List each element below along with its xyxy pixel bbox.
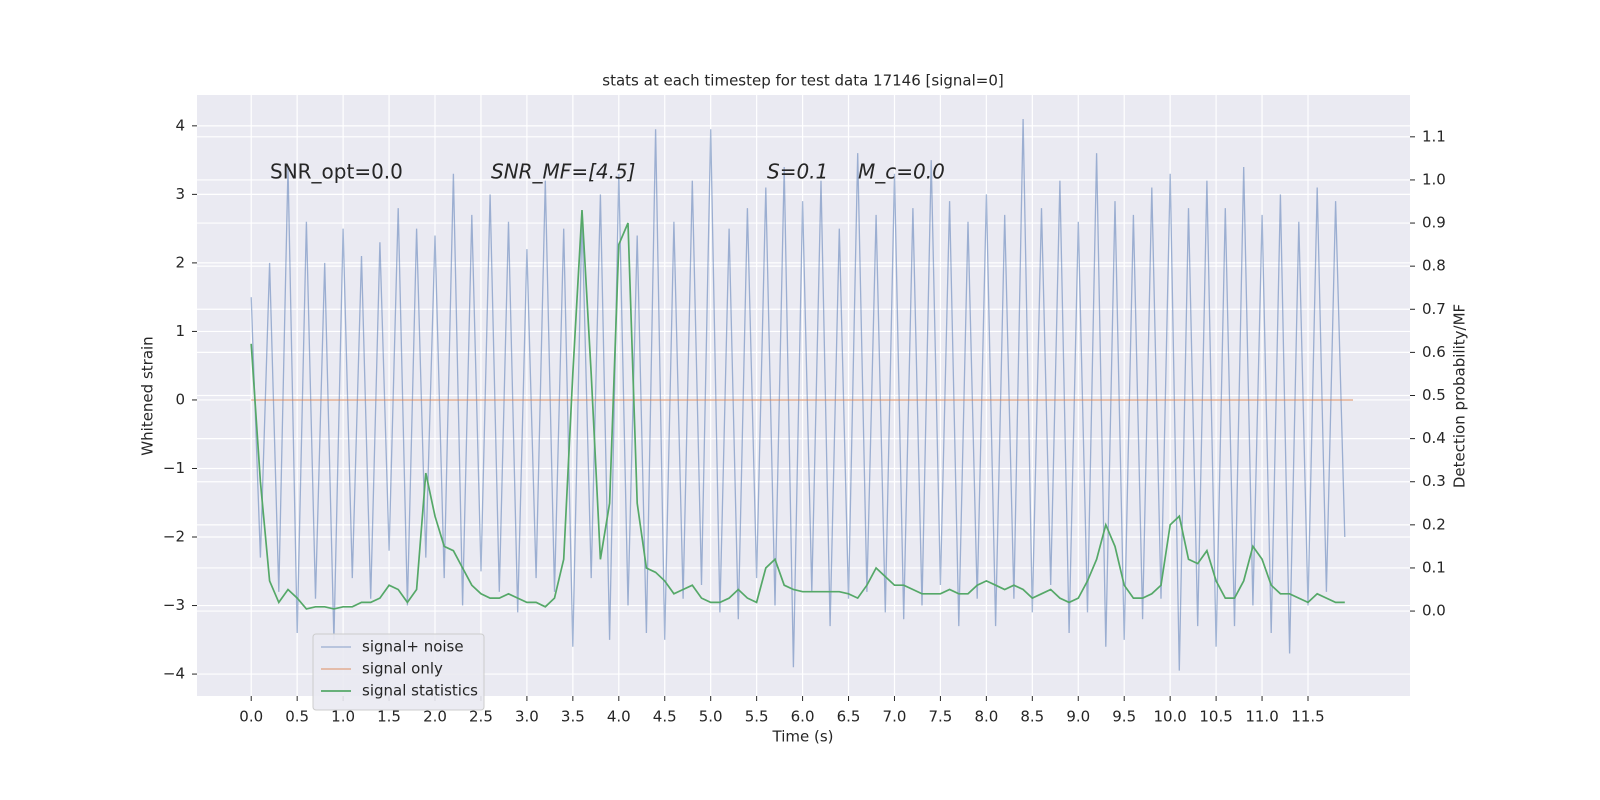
legend-label: signal only	[362, 660, 443, 678]
x-tick-label: 8.5	[1020, 708, 1044, 726]
y2-tick-label: 0.4	[1422, 429, 1446, 447]
x-tick-label: 9.0	[1066, 708, 1090, 726]
x-tick-label: 2.0	[423, 708, 447, 726]
series-line	[250, 210, 1345, 610]
annotation: M_c=0.0	[858, 160, 945, 184]
x-tick-label: 1.5	[377, 708, 401, 726]
x-tick-label: 10.0	[1153, 708, 1186, 726]
y2-tick-label: 0.3	[1422, 472, 1446, 490]
x-tick-label: 3.0	[515, 708, 539, 726]
y-tick-label: 1	[175, 322, 185, 340]
x-tick-label: 8.0	[974, 708, 998, 726]
y-tick-label: −2	[163, 528, 185, 546]
x-tick-label: 11.5	[1291, 708, 1324, 726]
y-tick-label: −4	[163, 665, 185, 683]
x-tick-label: 7.5	[928, 708, 952, 726]
marks	[250, 118, 1353, 671]
x-tick-label: 6.5	[837, 708, 861, 726]
series-line	[250, 118, 1346, 671]
y2-tick-label: 0.5	[1422, 386, 1446, 404]
y-tick-label: 4	[175, 116, 185, 134]
y2-tick-label: 0.1	[1422, 558, 1446, 576]
x-tick-label: 2.5	[469, 708, 493, 726]
y2-tick-label: 1.1	[1422, 127, 1446, 145]
y2-tick-label: 0.6	[1422, 343, 1446, 361]
x-tick-label: 0.0	[239, 708, 263, 726]
y2-tick-label: 0.8	[1422, 257, 1446, 275]
y-tick-label: 0	[175, 390, 185, 408]
x-tick-label: 9.5	[1112, 708, 1136, 726]
y2-tick-label: 0.0	[1422, 602, 1446, 620]
x-axis-label: Time (s)	[772, 728, 834, 746]
x-tick-label: 10.5	[1199, 708, 1232, 726]
y-tick-label: 3	[175, 185, 185, 203]
legend-label: signal+ noise	[362, 638, 464, 656]
chart-title: stats at each timestep for test data 171…	[602, 72, 1003, 90]
y2-tick-label: 0.7	[1422, 300, 1446, 318]
x-tick-label: 5.5	[745, 708, 769, 726]
y-axis-label: Whitened strain	[139, 336, 157, 455]
x-tick-label: 7.0	[883, 708, 907, 726]
y2-axis-label: Detection probability/MF	[1451, 304, 1469, 488]
annotation: SNR_opt=0.0	[270, 160, 403, 184]
y-tick-label: −1	[163, 459, 185, 477]
x-tick-label: 6.0	[791, 708, 815, 726]
x-tick-label: 1.0	[331, 708, 355, 726]
annotation: SNR_MF=[4.5]	[491, 160, 635, 184]
annotation: S=0.1	[767, 160, 828, 184]
y-tick-label: 2	[175, 253, 185, 271]
x-tick-label: 5.0	[699, 708, 723, 726]
y-tick-label: −3	[163, 596, 185, 614]
x-tick-label: 0.5	[285, 708, 309, 726]
x-tick-label: 4.0	[607, 708, 631, 726]
y2-tick-label: 0.2	[1422, 515, 1446, 533]
legend-label: signal statistics	[362, 682, 478, 700]
x-tick-label: 11.0	[1245, 708, 1278, 726]
x-tick-label: 4.5	[653, 708, 677, 726]
y2-tick-label: 1.0	[1422, 170, 1446, 188]
y2-tick-label: 0.9	[1422, 214, 1446, 232]
legend-box	[312, 633, 485, 711]
x-tick-label: 3.5	[561, 708, 585, 726]
